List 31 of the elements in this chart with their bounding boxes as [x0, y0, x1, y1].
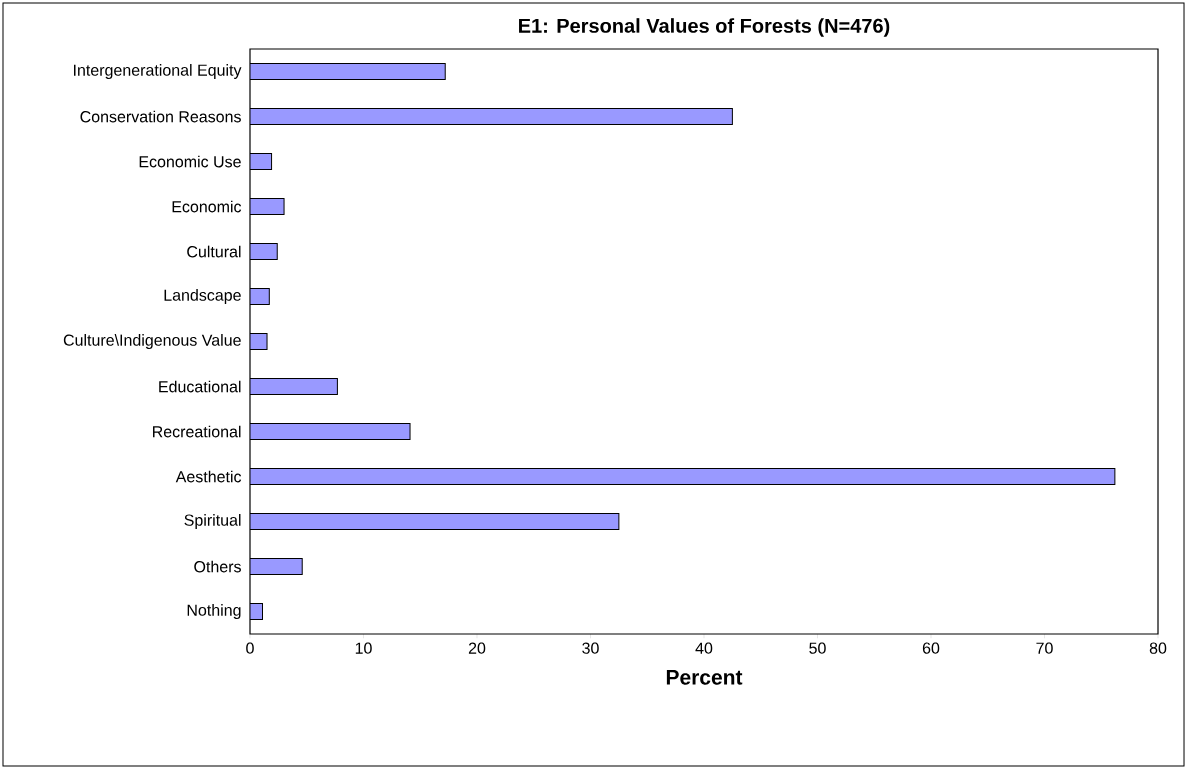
x-tick-label: 0 — [246, 642, 254, 654]
bar — [250, 468, 1116, 486]
y-tick-label: Intergenerational Equity — [74, 64, 242, 79]
bar — [250, 63, 446, 80]
y-tick-label: Conservation Reasons — [80, 110, 241, 123]
bar — [250, 378, 338, 395]
y-tick-label: Spiritual — [184, 514, 241, 529]
y-tick-label: Others — [194, 560, 241, 573]
x-axis-title: Percent — [666, 670, 743, 685]
x-tick-label: 30 — [582, 642, 599, 654]
y-tick-label: Landscape — [164, 289, 241, 304]
y-tick-label: Economic Use — [139, 155, 241, 168]
x-tick-label: 10 — [355, 642, 372, 654]
bar — [250, 108, 733, 125]
x-tick-label: 50 — [809, 642, 826, 654]
y-tick-label: Culture\Indigenous Value — [63, 334, 241, 349]
bar — [250, 513, 620, 531]
y-tick-label: Economic — [172, 200, 242, 213]
x-tick-label: 80 — [1149, 642, 1167, 654]
y-tick-label: Nothing — [187, 604, 241, 619]
y-tick-label: Recreational — [153, 425, 241, 438]
chart-title: E1: Personal Values of Forests (N=476) — [519, 18, 890, 37]
x-tick-label: 60 — [922, 642, 940, 654]
x-tick-label: 70 — [1036, 642, 1053, 654]
y-tick-label: Aesthetic — [175, 470, 242, 483]
x-tick-label: 40 — [695, 642, 713, 654]
bar — [250, 558, 303, 576]
y-tick-label: Cultural — [187, 245, 241, 258]
bar — [250, 423, 411, 440]
y-tick-label: Educational — [159, 380, 241, 393]
x-tick-label: 20 — [468, 642, 486, 654]
